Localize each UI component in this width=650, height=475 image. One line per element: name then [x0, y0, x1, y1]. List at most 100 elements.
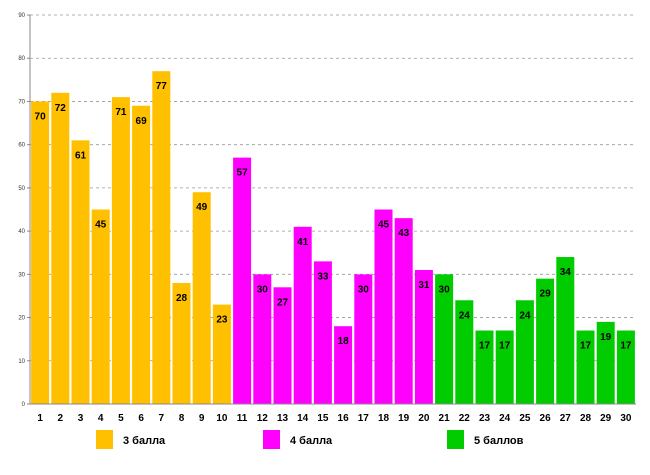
bar-27	[556, 257, 575, 404]
data-label-29: 19	[600, 332, 612, 343]
legend-label-2: 4 балла	[290, 435, 333, 447]
x-tick-label-12: 12	[257, 413, 269, 424]
data-label-22: 24	[459, 310, 471, 321]
bar-6	[132, 105, 151, 405]
x-tick-label-17: 17	[358, 413, 370, 424]
bar-19	[394, 218, 413, 404]
bar-25	[515, 300, 534, 404]
bar-24	[495, 330, 514, 404]
data-label-19: 43	[398, 228, 410, 239]
x-tick-label-7: 7	[159, 413, 165, 424]
x-tick-label-22: 22	[459, 413, 471, 424]
bar-22	[455, 300, 474, 404]
data-label-3: 61	[75, 150, 87, 161]
legend: 3 балла 4 балла 5 баллов	[96, 430, 524, 449]
x-tick-label-5: 5	[118, 413, 124, 424]
data-label-21: 30	[439, 284, 451, 295]
y-tick-label-30: 30	[18, 272, 25, 278]
x-tick-label-8: 8	[179, 413, 185, 424]
data-label-4: 45	[95, 220, 107, 231]
x-tick-label-3: 3	[78, 413, 84, 424]
legend-swatch-3	[447, 430, 464, 449]
y-tick-label-50: 50	[18, 186, 25, 192]
bar-23	[475, 330, 494, 404]
data-label-14: 41	[297, 237, 309, 248]
data-label-13: 27	[277, 297, 289, 308]
bar-5	[111, 97, 130, 404]
y-axis-ticks: 0 10 20 30 40 50 60 70 80 90	[18, 13, 30, 408]
x-tick-label-9: 9	[199, 413, 205, 424]
data-label-26: 29	[540, 289, 552, 300]
bar-9	[192, 192, 211, 404]
data-label-25: 24	[519, 310, 531, 321]
bar-18	[374, 209, 393, 404]
x-tick-label-23: 23	[479, 413, 491, 424]
y-tick-label-60: 60	[18, 143, 25, 149]
bar-4	[91, 209, 110, 404]
bar-11	[233, 157, 252, 404]
bar-7	[152, 71, 171, 404]
data-label-11: 57	[237, 168, 249, 179]
x-tick-label-4: 4	[98, 413, 104, 424]
data-labels: 70 72 61 45 71 69 77 28 49 23 57 30 27 41 33 18 30 45 43 31…	[35, 81, 632, 351]
gridlines	[30, 14, 636, 362]
bar-17	[354, 274, 373, 404]
y-tick-label-80: 80	[18, 56, 25, 62]
bar-14	[293, 226, 312, 404]
data-label-15: 33	[317, 271, 329, 282]
data-label-28: 17	[580, 341, 592, 352]
x-tick-label-14: 14	[297, 413, 309, 424]
x-tick-label-26: 26	[540, 413, 552, 424]
y-tick-label-10: 10	[18, 359, 25, 365]
legend-label-3: 5 баллов	[474, 435, 524, 447]
data-label-18: 45	[378, 220, 390, 231]
bar-26	[536, 278, 555, 404]
bar-8	[172, 282, 191, 404]
data-label-1: 70	[35, 111, 47, 122]
x-tick-label-27: 27	[560, 413, 572, 424]
x-tick-label-30: 30	[620, 413, 632, 424]
bar-10	[212, 304, 231, 404]
data-label-17: 30	[358, 284, 370, 295]
x-tick-label-16: 16	[338, 413, 350, 424]
y-tick-label-20: 20	[18, 316, 25, 322]
y-tick-label-40: 40	[18, 229, 25, 235]
bar-1	[31, 101, 50, 404]
legend-swatch-1	[96, 430, 113, 449]
data-label-12: 30	[257, 284, 269, 295]
y-tick-label-0: 0	[22, 402, 26, 408]
x-tick-label-19: 19	[398, 413, 410, 424]
legend-label-1: 3 балла	[123, 435, 166, 447]
data-label-20: 31	[418, 280, 430, 291]
bar-30	[616, 330, 635, 404]
x-tick-label-18: 18	[378, 413, 390, 424]
x-tick-label-1: 1	[37, 413, 43, 424]
data-label-5: 71	[115, 107, 127, 118]
data-label-30: 17	[620, 341, 632, 352]
x-tick-label-29: 29	[600, 413, 612, 424]
x-tick-label-24: 24	[499, 413, 511, 424]
data-label-2: 72	[55, 103, 67, 114]
x-tick-label-28: 28	[580, 413, 592, 424]
data-label-16: 18	[338, 336, 350, 347]
bar-12	[253, 274, 272, 404]
y-tick-label-90: 90	[18, 13, 25, 19]
legend-swatch-2	[263, 430, 280, 449]
data-label-24: 17	[499, 341, 511, 352]
data-label-27: 34	[560, 267, 572, 278]
data-label-23: 17	[479, 341, 491, 352]
bar-20	[414, 270, 433, 404]
data-label-9: 49	[196, 202, 208, 213]
bar-29	[596, 321, 615, 404]
x-tick-label-10: 10	[216, 413, 228, 424]
data-label-8: 28	[176, 293, 188, 304]
x-tick-label-6: 6	[138, 413, 144, 424]
bar-16	[334, 326, 353, 404]
x-tick-label-11: 11	[237, 413, 248, 424]
bar-3	[71, 140, 90, 404]
x-tick-label-15: 15	[317, 413, 329, 424]
x-tick-label-21: 21	[439, 413, 451, 424]
bar-28	[576, 330, 595, 404]
bar-21	[435, 274, 454, 404]
